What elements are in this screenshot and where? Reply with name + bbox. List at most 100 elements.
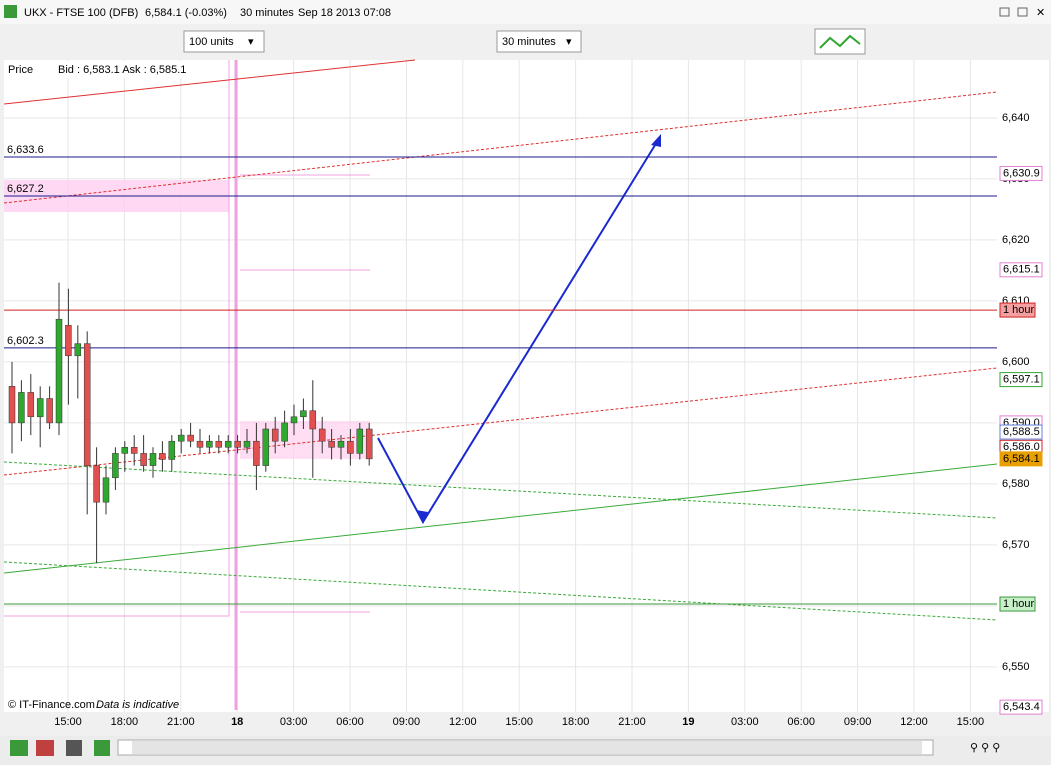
price-label: 6,543.4 (1003, 701, 1040, 713)
candle-body (74, 343, 82, 357)
x-tick-label: 18 (231, 716, 243, 728)
price-label: 6,588.5 (1003, 426, 1040, 438)
y-tick-label: 6,600 (1002, 356, 1030, 368)
candle-body (365, 428, 373, 460)
y-tick-label: 6,620 (1002, 234, 1030, 246)
candle-body (130, 447, 138, 454)
zoom-tools[interactable] (945, 740, 1045, 756)
price-box (999, 699, 1043, 715)
candle-body (27, 392, 35, 418)
candle-body (46, 398, 53, 424)
trend-line (3, 59, 416, 105)
maximize[interactable] (1017, 7, 1028, 17)
x-tick-label: 18:00 (111, 716, 139, 728)
x-tick-label: 06:00 (787, 716, 815, 728)
zone-line (4, 60, 230, 617)
plot-area (4, 60, 997, 712)
x-tick-label: 12:00 (449, 716, 477, 728)
candle-body (328, 440, 335, 448)
indicators-button[interactable] (814, 28, 866, 55)
level-label: 6,633.6 (7, 144, 44, 156)
dropdown-arrow: ▾ (566, 36, 572, 48)
level-label: 6,627.2 (7, 183, 44, 195)
candle-body (55, 318, 63, 424)
price-box (999, 372, 1043, 388)
candle-body (224, 440, 232, 448)
y-tick-label: 6,580 (1002, 478, 1030, 490)
x-tick-label: 06:00 (336, 716, 364, 728)
window-price: 6,584.1 (-0.03%) (145, 7, 227, 19)
x-tick-label: 18:00 (562, 716, 590, 728)
candle-body (196, 440, 204, 448)
alert-label: 1 hour (1003, 598, 1035, 610)
candle-body (290, 416, 298, 424)
tool-icon[interactable] (94, 740, 110, 756)
price-box (999, 451, 1043, 467)
price-label: 6,584.1 (1003, 453, 1040, 465)
zoom-icon[interactable]: ⚲ ⚲ ⚲ (970, 742, 1000, 754)
x-tick-label: 03:00 (280, 716, 308, 728)
candle-body (281, 422, 288, 442)
legend-box (5, 61, 190, 78)
window-title: UKX - FTSE 100 (DFB) (24, 7, 138, 19)
interval-dropdown[interactable] (496, 30, 582, 53)
window-interval: 30 minutes (240, 7, 294, 19)
candle-body (8, 386, 16, 424)
legend-quote: Bid : 6,583.1 Ask : 6,585.1 (58, 64, 186, 76)
legend-label: Price (8, 64, 33, 76)
price-label: 6,615.1 (1003, 264, 1040, 276)
units-dropdown[interactable] (183, 30, 265, 53)
y-tick-label: 6,570 (1002, 539, 1030, 551)
interval-value: 30 minutes (502, 36, 556, 48)
units-value: 100 units (189, 36, 234, 48)
candle-body (177, 434, 185, 442)
arrow-head (416, 510, 428, 524)
candle-body (102, 477, 110, 503)
candle-body (318, 428, 326, 442)
tool-icon[interactable] (66, 740, 82, 756)
x-tick-label: 15:00 (957, 716, 985, 728)
candle-body (337, 440, 345, 448)
candle-body (215, 440, 223, 448)
trend-line (3, 91, 998, 204)
candle-body (187, 434, 194, 442)
x-tick-label: 12:00 (900, 716, 928, 728)
x-tick-label: 21:00 (167, 716, 195, 728)
app-icon (4, 5, 17, 18)
x-tick-label: 03:00 (731, 716, 759, 728)
x-tick-label: 15:00 (54, 716, 82, 728)
candle-body (112, 453, 119, 479)
candle-body (347, 440, 354, 454)
x-tick-label: 21:00 (618, 716, 646, 728)
footer-copyright: © IT-Finance.com (8, 699, 95, 711)
x-tick-label: 09:00 (393, 716, 421, 728)
tool-icon[interactable] (10, 740, 28, 756)
scroll-thumb[interactable] (132, 741, 922, 754)
price-box (999, 262, 1043, 278)
alert-box (999, 302, 1036, 318)
candle-body (309, 410, 317, 430)
candle-body (262, 428, 270, 466)
minimize[interactable] (999, 7, 1010, 17)
candle-body (65, 325, 72, 357)
candle-body (300, 410, 307, 418)
y-tick-label: 6,550 (1002, 661, 1030, 673)
footer-note: Data is indicative (96, 699, 179, 711)
trend-line (3, 463, 998, 574)
y-tick-label: 6,640 (1002, 112, 1030, 124)
price-box (999, 165, 1043, 181)
price-label: 6,586.0 (1003, 441, 1040, 453)
alert-label: 1 hour (1003, 304, 1035, 316)
close[interactable]: ✕ (1036, 7, 1045, 19)
candle-body (18, 392, 25, 424)
x-tick-label: 09:00 (844, 716, 872, 728)
candle-body (121, 447, 129, 454)
price-label: 6,630.9 (1003, 167, 1040, 179)
tool-icon[interactable] (36, 740, 54, 756)
candle-body (36, 398, 44, 418)
title-bar (0, 0, 1051, 24)
candle-body (253, 440, 260, 466)
level-label: 6,602.3 (7, 335, 44, 347)
candle-body (206, 440, 213, 448)
